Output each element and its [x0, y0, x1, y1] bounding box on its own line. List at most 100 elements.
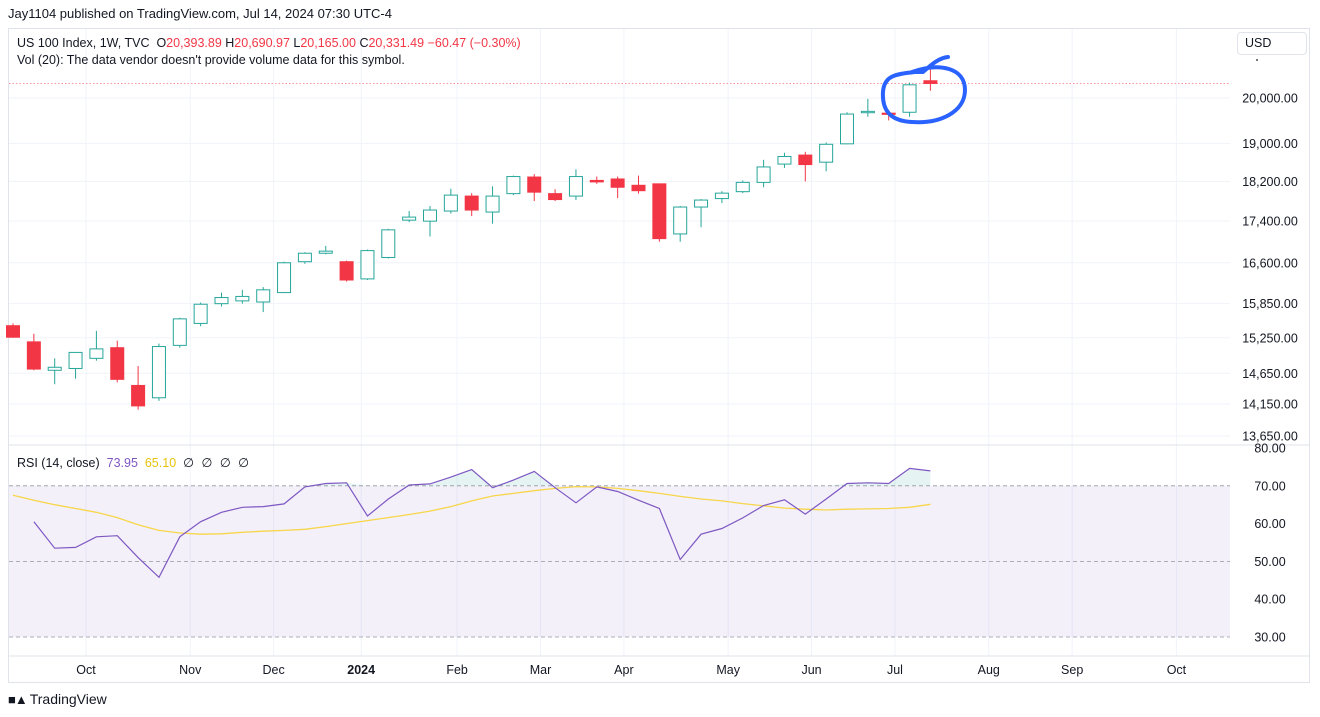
time-tick-label: Dec — [263, 663, 285, 677]
candle-body[interactable] — [277, 262, 292, 294]
price-tick-label: 15,850.00 — [1242, 297, 1298, 311]
time-tick-label: Oct — [76, 663, 96, 677]
rsi-legend: RSI (14, close) 73.95 65.10 ∅ ∅ ∅ ∅ — [17, 455, 251, 470]
candle-body[interactable] — [235, 295, 250, 302]
candle-body[interactable] — [777, 155, 792, 165]
candle-body[interactable] — [735, 181, 750, 193]
candle-body[interactable] — [193, 303, 208, 324]
candle-body[interactable] — [923, 80, 938, 84]
rsi-tick-label: 70.00 — [1254, 479, 1285, 493]
price-tick-label: 20,000.00 — [1242, 92, 1298, 106]
candle-body[interactable] — [568, 176, 583, 197]
price-tick-label: 13,650.00 — [1242, 429, 1298, 443]
time-tick-label: Apr — [614, 663, 633, 677]
candle-body[interactable] — [548, 193, 563, 201]
candle-body[interactable] — [172, 318, 187, 346]
candle-body[interactable] — [381, 229, 396, 258]
close-label: C — [359, 36, 369, 50]
axes: 20,000.00 19,000.00 18,200.00 17,400.00 16,6… — [9, 59, 1309, 677]
rsi-overbought-fill — [33, 468, 931, 486]
candle-body[interactable] — [506, 176, 521, 195]
time-tick-label: 2024 — [347, 663, 375, 677]
price-tick-label: 19,000.00 — [1242, 137, 1298, 151]
price-tick-label: 18,200.00 — [1242, 175, 1298, 189]
candle-body[interactable] — [256, 289, 271, 303]
rsi-tick-label: 40.00 — [1254, 593, 1285, 607]
candle-body[interactable] — [652, 183, 667, 240]
candle-body[interactable] — [214, 297, 229, 305]
price-tick-label: 16,600.00 — [1242, 256, 1298, 270]
candle-body[interactable] — [694, 199, 709, 208]
candle-body[interactable] — [485, 195, 500, 213]
open-value: 20,393.89 — [166, 36, 222, 50]
candle-body[interactable] — [318, 250, 333, 254]
candle-body[interactable] — [297, 252, 312, 263]
candle-body[interactable] — [89, 348, 104, 359]
candle-body[interactable] — [151, 346, 166, 399]
rsi-label: RSI (14, close) — [17, 456, 100, 470]
rsi-lines[interactable] — [12, 467, 931, 579]
rsi-value: 73.95 — [106, 456, 138, 470]
candle-body[interactable] — [131, 384, 146, 407]
candle-body[interactable] — [589, 179, 604, 183]
time-tick-label: Sep — [1061, 663, 1083, 677]
candle-body[interactable] — [360, 250, 375, 280]
chart-frame — [8, 28, 1310, 683]
candle-body[interactable] — [610, 178, 625, 188]
rsi-ma-line[interactable] — [12, 485, 931, 535]
candle-body[interactable] — [68, 351, 83, 369]
candle-body[interactable] — [339, 261, 354, 281]
brand-text: TradingView — [29, 691, 107, 707]
rsi-tick-label: 30.00 — [1254, 631, 1285, 645]
time-tick-label: Aug — [978, 663, 1000, 677]
symbol-legend: US 100 Index, 1W, TVC O20,393.89 H20,690… — [17, 36, 521, 50]
low-value: 20,165.00 — [300, 36, 356, 50]
candle-body[interactable] — [47, 366, 62, 371]
annotation-stroke — [880, 55, 967, 125]
currency-button[interactable]: USD — [1237, 32, 1307, 55]
tradingview-brand: ■▲ TradingView — [8, 691, 107, 707]
candle-body[interactable] — [423, 209, 437, 222]
time-tick-label: Oct — [1167, 663, 1187, 677]
publish-line: Jay1104 published on TradingView.com, Ju… — [8, 6, 392, 21]
price-tick-label: 15,250.00 — [1242, 331, 1298, 345]
candle-body[interactable] — [631, 184, 646, 192]
rsi-tick-label: 60.00 — [1254, 517, 1285, 531]
candle-body[interactable] — [819, 143, 834, 163]
candle-body[interactable] — [26, 341, 41, 370]
price-tick-label: 17,400.00 — [1242, 215, 1298, 229]
rsi-line[interactable] — [33, 467, 931, 579]
candle-body[interactable] — [402, 216, 417, 221]
annotation-circle — [880, 55, 967, 125]
candle-body[interactable] — [714, 192, 729, 200]
rsi-ma-value: 65.10 — [144, 456, 177, 470]
candle-body[interactable] — [860, 110, 875, 114]
candle-body[interactable] — [798, 154, 813, 166]
grid — [9, 29, 1230, 656]
time-tick-label: Jul — [887, 663, 903, 677]
candle-body[interactable] — [840, 113, 854, 145]
change-value: −60.47 (−0.30%) — [427, 36, 521, 50]
price-tick-label: 14,150.00 — [1242, 398, 1298, 412]
candle-body[interactable] — [673, 206, 688, 235]
candle-body[interactable] — [6, 325, 20, 338]
candle-body[interactable] — [464, 195, 479, 211]
candle-body[interactable] — [756, 166, 771, 183]
candle-body[interactable] — [902, 84, 917, 113]
open-label: O — [156, 36, 167, 50]
candle-body[interactable] — [110, 347, 125, 380]
volume-legend: Vol (20): The data vendor doesn't provid… — [17, 53, 405, 67]
rsi-null-values: ∅ ∅ ∅ ∅ — [183, 456, 252, 470]
time-tick-label: Feb — [446, 663, 468, 677]
tradingview-logo-icon: ■▲ — [8, 692, 28, 707]
price-candles[interactable] — [6, 67, 938, 410]
rsi-tick-label: 80.00 — [1254, 442, 1285, 456]
price-tick-label: 14,650.00 — [1242, 367, 1298, 381]
candle-body[interactable] — [527, 176, 542, 193]
time-tick-label: Nov — [179, 663, 202, 677]
candle-body[interactable] — [443, 194, 458, 212]
time-tick-label: Jun — [801, 663, 821, 677]
price-axis-dot — [1256, 59, 1258, 61]
rsi-band — [9, 485, 1230, 638]
